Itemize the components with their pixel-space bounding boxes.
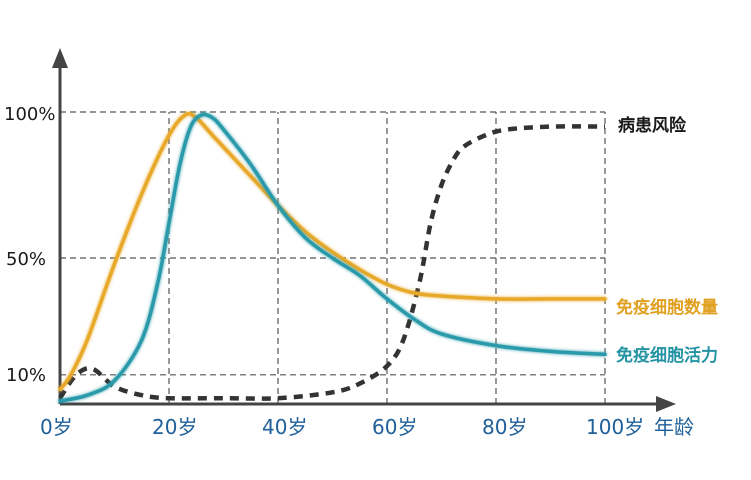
y-tick-label-100: 100%	[4, 104, 55, 125]
x-tick-label-60: 60岁	[372, 415, 417, 439]
grid	[60, 111, 606, 404]
x-axis-title: 年龄	[654, 415, 694, 439]
series-group	[58, 111, 607, 403]
x-tick-label-100: 100岁	[586, 415, 644, 439]
y-tick-label-50: 50%	[6, 249, 46, 270]
x-tick-label-80: 80岁	[482, 415, 527, 439]
y-axis-arrow	[52, 48, 68, 68]
series-line-risk	[58, 124, 606, 401]
series-label-risk: 病患风险	[618, 115, 687, 136]
x-axis-arrow	[656, 396, 676, 412]
series-label-vitality: 免疫细胞活力	[616, 345, 718, 366]
y-tick-label-10: 10%	[6, 365, 46, 386]
x-tick-label-0: 0岁	[40, 415, 73, 439]
x-tick-label-20: 20岁	[152, 415, 197, 439]
x-tick-label-40: 40岁	[262, 415, 307, 439]
series-line-count	[58, 111, 607, 392]
series-label-count: 免疫细胞数量	[616, 297, 718, 318]
series-line-vitality	[58, 112, 607, 403]
